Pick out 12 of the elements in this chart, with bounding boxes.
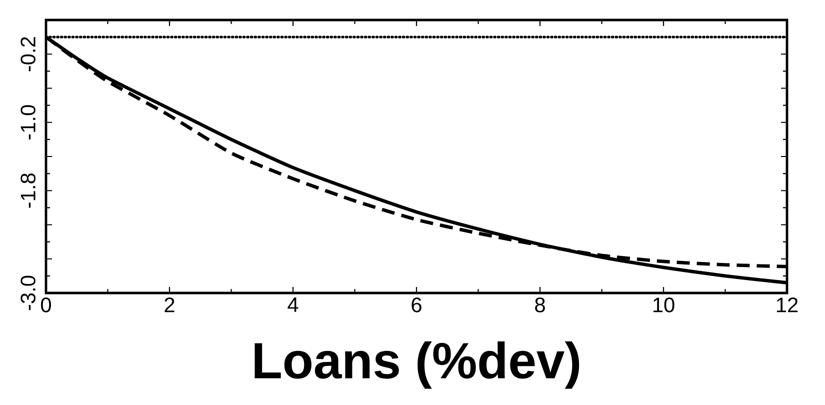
x-tick-label: 8: [535, 298, 545, 312]
x-tick-label: 2: [164, 298, 174, 312]
y-tick-label: -3.0: [20, 276, 36, 310]
y-tick-label: -1.0: [20, 105, 36, 140]
x-tick-label: 4: [288, 298, 298, 312]
x-tick-label: 6: [412, 298, 422, 312]
x-tick-label: 0: [40, 298, 51, 312]
y-tick-label: -0.2: [20, 37, 36, 72]
x-tick-label: 10: [653, 298, 674, 312]
x-tick-label: 12: [776, 298, 798, 312]
x-axis-title: Loans (%dev): [254, 341, 580, 389]
y-tick-label: -1.8: [20, 174, 36, 208]
